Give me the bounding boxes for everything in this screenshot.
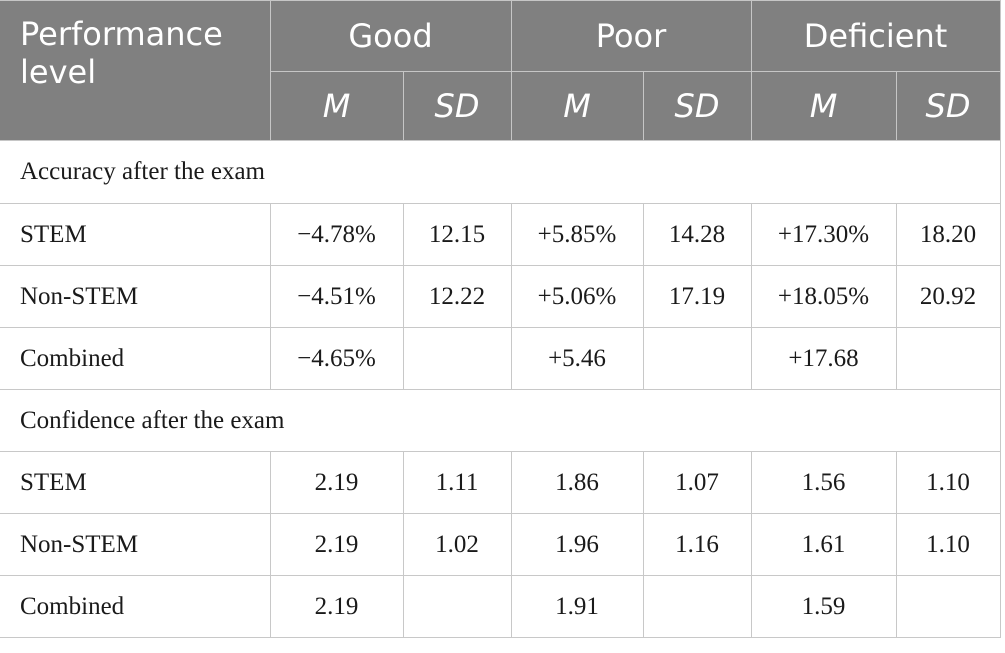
group-header-poor: Poor [510,0,752,72]
section-row-accuracy: Accuracy after the exam [0,140,1001,204]
cell-deficient-m: +18.05% [750,265,897,328]
section-title-accuracy: Accuracy after the exam [0,140,1001,204]
table-header: Performance level Good Poor Deficient M … [0,0,1001,141]
cell-deficient-sd: 20.92 [895,265,1001,328]
cell-good-m: −4.78% [269,203,404,266]
cell-poor-sd [642,327,752,390]
cell-poor-m: 1.91 [510,575,644,638]
section-row-confidence: Confidence after the exam [0,389,1001,452]
row-label: Combined [0,327,271,390]
table-row: Combined −4.65% +5.46 +17.68 [0,327,1001,390]
cell-deficient-m: +17.30% [750,203,897,266]
cell-deficient-m: 1.56 [750,451,897,514]
stat-header-poor-m: M [510,71,644,141]
cell-deficient-m: +17.68 [750,327,897,390]
row-label: Non-STEM [0,265,271,328]
row-label: STEM [0,203,271,266]
stat-header-poor-sd: SD [642,71,752,141]
cell-good-sd: 12.15 [402,203,512,266]
group-header-good: Good [269,0,512,72]
cell-good-m: 2.19 [269,513,404,576]
row-label: STEM [0,451,271,514]
table-row: Non-STEM −4.51% 12.22 +5.06% 17.19 +18.0… [0,265,1001,328]
table-row: STEM −4.78% 12.15 +5.85% 14.28 +17.30% 1… [0,203,1001,266]
cell-deficient-m: 1.61 [750,513,897,576]
cell-deficient-sd: 1.10 [895,451,1001,514]
stat-header-good-sd: SD [402,71,512,141]
stat-header-good-m: M [269,71,404,141]
section-title-confidence: Confidence after the exam [0,389,1001,452]
cell-good-m: 2.19 [269,451,404,514]
cell-poor-sd [642,575,752,638]
cell-poor-m: +5.46 [510,327,644,390]
cell-poor-sd: 14.28 [642,203,752,266]
cell-poor-m: +5.06% [510,265,644,328]
cell-poor-m: 1.86 [510,451,644,514]
cell-deficient-m: 1.59 [750,575,897,638]
row-label: Combined [0,575,271,638]
table-row: Combined 2.19 1.91 1.59 [0,575,1001,638]
results-table: Performance level Good Poor Deficient M … [0,0,1001,638]
cell-good-sd: 1.02 [402,513,512,576]
stat-header-deficient-sd: SD [895,71,1001,141]
cell-poor-m: 1.96 [510,513,644,576]
header-row-groups: Performance level Good Poor Deficient [0,0,1001,141]
table-row: Non-STEM 2.19 1.02 1.96 1.16 1.61 1.10 [0,513,1001,576]
cell-good-sd: 12.22 [402,265,512,328]
cell-poor-sd: 1.07 [642,451,752,514]
cell-poor-sd: 17.19 [642,265,752,328]
cell-good-sd [402,575,512,638]
table-row: STEM 2.19 1.11 1.86 1.07 1.56 1.10 [0,451,1001,514]
table-body: Accuracy after the exam STEM −4.78% 12.1… [0,140,1001,638]
stat-header-deficient-m: M [750,71,897,141]
row-label: Non-STEM [0,513,271,576]
cell-good-sd [402,327,512,390]
cell-good-sd: 1.11 [402,451,512,514]
cell-good-m: 2.19 [269,575,404,638]
cell-deficient-sd [895,575,1001,638]
cell-poor-m: +5.85% [510,203,644,266]
cell-poor-sd: 1.16 [642,513,752,576]
cell-deficient-sd: 18.20 [895,203,1001,266]
cell-deficient-sd: 1.10 [895,513,1001,576]
cell-good-m: −4.65% [269,327,404,390]
performance-level-header: Performance level [0,0,271,141]
group-header-deficient: Deficient [750,0,1001,72]
header-row-stats: M SD M SD M SD [0,71,1001,141]
cell-deficient-sd [895,327,1001,390]
cell-good-m: −4.51% [269,265,404,328]
